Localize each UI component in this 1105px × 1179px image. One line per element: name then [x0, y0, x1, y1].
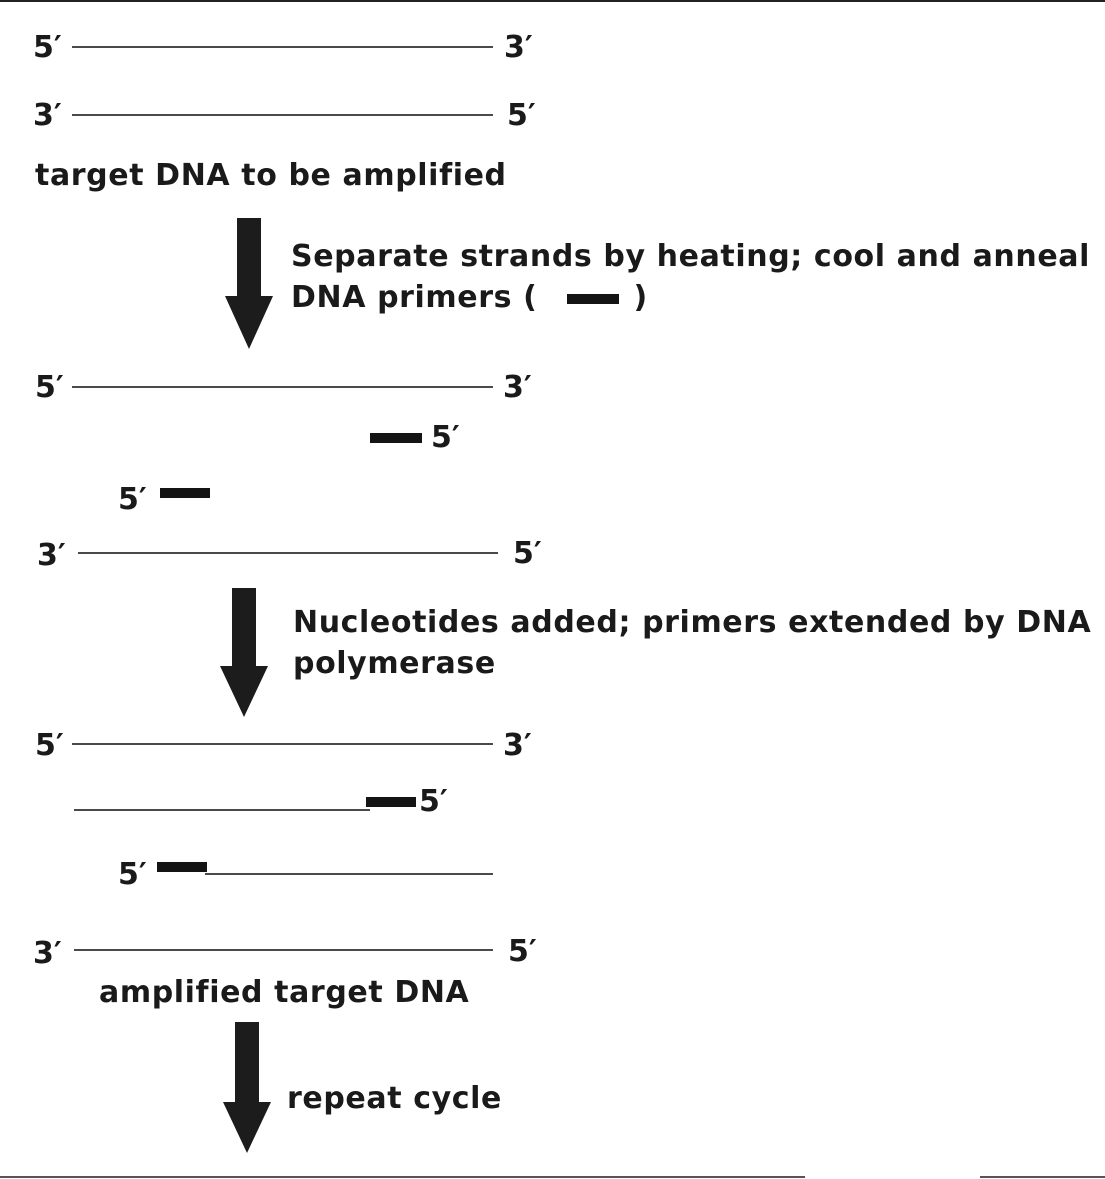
strand-end-label: 5′ — [513, 536, 542, 571]
step-2-text-line-1: Nucleotides added; primers extended by D… — [293, 605, 1092, 640]
step-3-text: repeat cycle — [287, 1081, 502, 1116]
primer-legend-icon — [567, 293, 620, 304]
strand-end-label: 3′ — [37, 538, 66, 573]
strand-end-label: 5′ — [431, 420, 460, 455]
extended-strand — [74, 809, 370, 811]
bottom-divider — [0, 1176, 805, 1178]
strand-end-label: 5′ — [35, 728, 64, 763]
down-arrow-icon — [220, 588, 268, 717]
bottom-strand — [74, 949, 493, 951]
strand-end-label: 3′ — [503, 728, 532, 763]
strand-end-label: 3′ — [503, 370, 532, 405]
step-1-text-line-2: DNA primers () — [291, 280, 648, 315]
down-arrow-icon — [225, 218, 273, 349]
strand-end-label: 5′ — [35, 370, 64, 405]
amplified-dna-label: amplified target DNA — [99, 975, 470, 1010]
top-strand — [72, 386, 493, 388]
strand-end-label: 3′ — [33, 936, 62, 971]
down-arrow-icon — [223, 1022, 271, 1153]
bottom-strand — [78, 552, 498, 554]
extended-strand — [205, 873, 493, 875]
step-2-text-line-2: polymerase — [293, 646, 496, 681]
strand-end-label: 5′ — [118, 857, 147, 892]
primer — [160, 488, 210, 498]
strand-end-label: 5′ — [118, 482, 147, 517]
primer — [157, 862, 207, 872]
top-strand — [72, 46, 493, 48]
strand-end-label: 5′ — [508, 934, 537, 969]
primer — [370, 433, 422, 443]
strand-end-label: 3′ — [504, 30, 533, 65]
bottom-divider — [980, 1176, 1105, 1178]
strand-end-label: 3′ — [33, 98, 62, 133]
strand-end-label: 5′ — [419, 784, 448, 819]
strand-end-label: 5′ — [33, 30, 62, 65]
strand-end-label: 5′ — [507, 98, 536, 133]
bottom-strand — [72, 114, 493, 116]
top-strand — [72, 743, 493, 745]
primer — [366, 797, 416, 807]
step-1-text-line-1: Separate strands by heating; cool and an… — [291, 239, 1091, 274]
target-dna-label: target DNA to be amplified — [35, 158, 507, 193]
